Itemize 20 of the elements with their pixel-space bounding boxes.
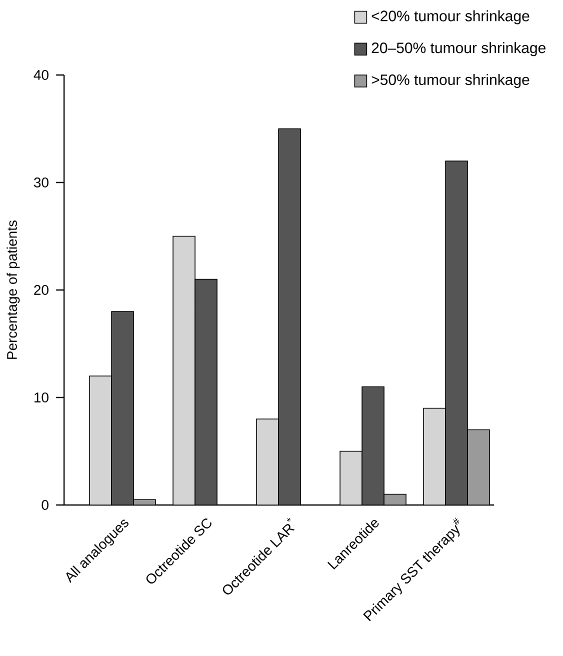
y-tick-label: 10 <box>34 392 49 402</box>
bar <box>172 236 196 505</box>
bar <box>89 376 112 505</box>
legend-label: >50% tumour shrinkage <box>372 74 530 88</box>
bar <box>194 278 218 505</box>
y-tick-label: 20 <box>34 285 49 295</box>
y-tick-label: 30 <box>34 178 49 188</box>
bar <box>111 311 134 505</box>
y-axis-title: Percentage of patients <box>6 220 20 359</box>
bar <box>278 128 302 505</box>
y-tick-label: 40 <box>34 70 49 80</box>
legend-label: <20% tumour shrinkage <box>372 10 530 24</box>
y-tick-label: 0 <box>42 500 49 510</box>
bar <box>445 160 468 505</box>
bar <box>340 450 363 505</box>
bar <box>362 386 385 505</box>
legend-label: 20–50% tumour shrinkage <box>372 42 546 56</box>
bar <box>423 408 446 505</box>
bar <box>256 418 280 505</box>
bar <box>467 429 490 505</box>
